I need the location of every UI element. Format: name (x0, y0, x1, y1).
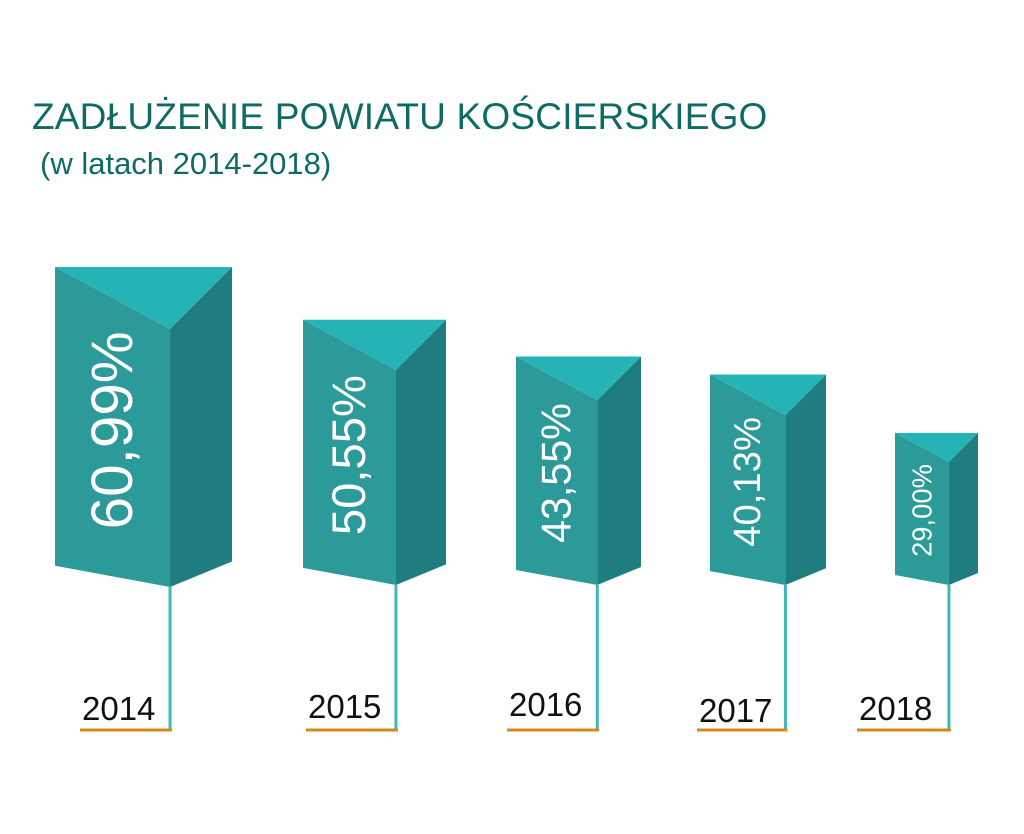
x-tick-label: 2014 (82, 690, 155, 727)
bar (55, 267, 171, 587)
chart-title: ZADŁUŻENIE POWIATU KOŚCIERSKIEGO (32, 96, 768, 137)
x-tick-label: 2017 (699, 692, 772, 729)
bar (516, 356, 598, 585)
bar-side (597, 356, 641, 585)
bar-top (55, 267, 232, 329)
bar (303, 319, 396, 585)
bar-top (710, 374, 826, 416)
chart-subtitle: (w latach 2014-2018) (40, 146, 332, 181)
bar-top (516, 356, 641, 401)
x-tick-label: 2018 (859, 690, 932, 727)
bar-top (895, 432, 978, 462)
x-tick-label: 2016 (509, 686, 582, 723)
bar-side (170, 267, 232, 587)
data-label: 50,55% (323, 375, 376, 535)
data-label: 29,00% (906, 464, 937, 557)
bar-side (395, 319, 446, 585)
x-tick-label: 2015 (308, 688, 381, 725)
bar-side (948, 432, 978, 585)
bar (895, 432, 949, 585)
bar (710, 374, 786, 585)
data-label: 40,13% (726, 417, 769, 547)
bar-side (785, 374, 826, 585)
data-label: 43,55% (534, 403, 580, 543)
data-label: 60,99% (80, 331, 145, 529)
bar-top (303, 319, 446, 370)
